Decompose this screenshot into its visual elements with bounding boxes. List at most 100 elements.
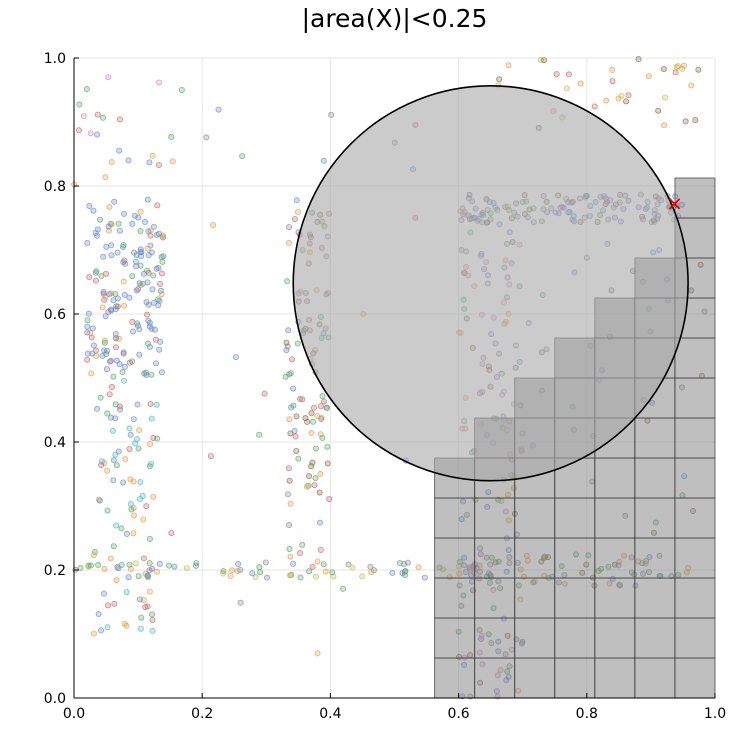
data-point bbox=[134, 401, 141, 408]
staircase-cell bbox=[674, 657, 716, 699]
data-point bbox=[675, 63, 682, 70]
data-point bbox=[94, 226, 101, 233]
data-point bbox=[297, 574, 304, 581]
data-point bbox=[140, 516, 147, 523]
data-point bbox=[319, 393, 326, 400]
data-point bbox=[136, 280, 143, 287]
data-point bbox=[113, 462, 120, 469]
data-point bbox=[87, 130, 94, 137]
data-point bbox=[123, 622, 130, 629]
data-point bbox=[103, 243, 110, 250]
y-tick-label: 0.4 bbox=[44, 435, 66, 451]
data-point bbox=[87, 562, 94, 569]
data-point bbox=[104, 410, 111, 417]
data-point bbox=[324, 460, 331, 467]
data-point bbox=[148, 611, 155, 618]
data-point bbox=[84, 323, 91, 330]
data-point bbox=[320, 157, 327, 164]
data-point bbox=[229, 567, 236, 574]
data-point bbox=[505, 62, 512, 69]
data-point bbox=[136, 326, 143, 333]
data-point bbox=[140, 555, 147, 562]
y-tick-label: 0.8 bbox=[44, 179, 66, 195]
data-point bbox=[553, 71, 560, 78]
data-point bbox=[309, 459, 316, 466]
data-point bbox=[90, 342, 97, 349]
data-point bbox=[146, 560, 153, 567]
data-point bbox=[104, 467, 111, 474]
data-point bbox=[108, 252, 115, 259]
data-point bbox=[158, 270, 165, 277]
data-point bbox=[112, 330, 119, 337]
data-point bbox=[153, 360, 160, 367]
data-point bbox=[299, 541, 306, 548]
data-point bbox=[146, 463, 153, 470]
data-point bbox=[80, 113, 87, 120]
data-point bbox=[291, 216, 298, 223]
staircase-cell bbox=[634, 537, 676, 579]
data-point bbox=[143, 372, 150, 379]
data-point bbox=[144, 572, 151, 579]
data-point bbox=[227, 573, 234, 580]
data-point bbox=[158, 369, 165, 376]
data-point bbox=[101, 339, 108, 346]
data-point bbox=[125, 157, 132, 164]
data-point bbox=[132, 440, 139, 447]
data-point bbox=[292, 433, 299, 440]
circle-region bbox=[292, 85, 689, 482]
data-point bbox=[178, 86, 185, 93]
staircase-cell bbox=[554, 537, 596, 579]
data-point bbox=[108, 242, 115, 249]
staircase-cell bbox=[634, 577, 676, 619]
data-point bbox=[143, 299, 150, 306]
data-point bbox=[655, 107, 662, 114]
data-point bbox=[104, 507, 111, 514]
data-point bbox=[131, 212, 138, 219]
data-point bbox=[93, 347, 100, 354]
x-tick-label: 0.8 bbox=[576, 706, 598, 722]
staircase-cell bbox=[474, 497, 516, 539]
staircase-cell bbox=[674, 577, 716, 619]
data-point bbox=[136, 596, 143, 603]
data-point bbox=[169, 158, 176, 165]
data-point bbox=[143, 503, 150, 510]
data-point bbox=[682, 118, 689, 125]
data-point bbox=[239, 153, 246, 160]
data-point bbox=[322, 568, 329, 575]
data-point bbox=[284, 278, 291, 285]
staircase-cell bbox=[434, 577, 476, 619]
data-point bbox=[112, 290, 119, 297]
data-point bbox=[98, 458, 105, 465]
data-point bbox=[625, 92, 632, 99]
data-point bbox=[92, 277, 99, 284]
data-point bbox=[314, 413, 321, 420]
data-point bbox=[116, 361, 123, 368]
data-point bbox=[156, 346, 163, 353]
data-point bbox=[661, 122, 668, 129]
data-point bbox=[136, 351, 143, 358]
data-point bbox=[603, 97, 610, 104]
data-point bbox=[256, 564, 263, 571]
x-tick-labels: 0.0 0.2 0.4 0.6 0.8 1.0 bbox=[63, 706, 726, 722]
data-point bbox=[106, 203, 113, 210]
data-point bbox=[287, 500, 294, 507]
data-point bbox=[345, 561, 352, 568]
data-point bbox=[147, 441, 154, 448]
data-point bbox=[309, 563, 316, 570]
data-point bbox=[286, 572, 293, 579]
circle-shape bbox=[292, 85, 689, 482]
data-point bbox=[126, 425, 133, 432]
data-point bbox=[101, 337, 108, 344]
data-point bbox=[76, 101, 83, 108]
data-point bbox=[203, 134, 210, 141]
data-point bbox=[695, 66, 702, 73]
data-point bbox=[154, 568, 161, 575]
data-point bbox=[577, 80, 584, 87]
data-point bbox=[84, 356, 91, 363]
data-point bbox=[99, 304, 106, 311]
data-point bbox=[290, 385, 297, 392]
data-point bbox=[137, 246, 144, 253]
data-point bbox=[150, 493, 157, 500]
data-point bbox=[679, 65, 686, 72]
